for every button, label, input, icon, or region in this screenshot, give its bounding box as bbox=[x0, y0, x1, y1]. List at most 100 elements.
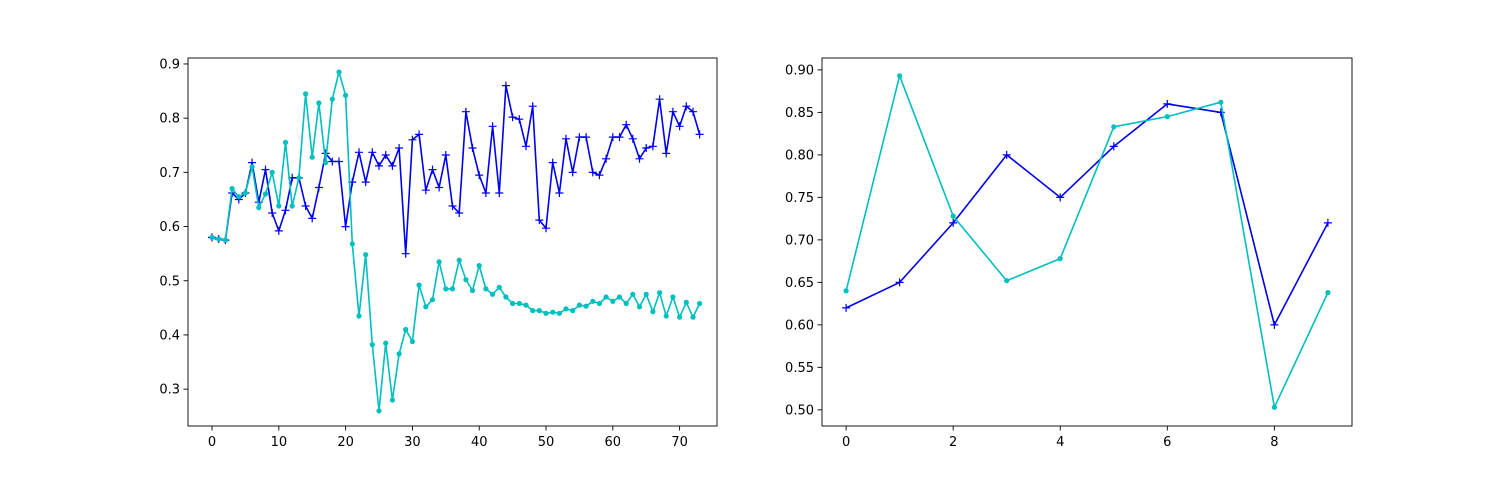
left-series-1-point bbox=[455, 209, 464, 217]
left-series-2-point bbox=[583, 303, 589, 309]
left-series-1-point bbox=[261, 165, 270, 174]
left-series-1-point bbox=[415, 130, 424, 139]
left-series-1-point bbox=[548, 158, 557, 167]
left-series-1-point bbox=[515, 115, 524, 124]
left-series-1-point bbox=[668, 107, 677, 116]
right-x-tick-label: 8 bbox=[1270, 435, 1278, 450]
left-series-1-point bbox=[689, 107, 697, 116]
left-series-1-point bbox=[562, 134, 570, 143]
left-series-2-point bbox=[389, 397, 395, 403]
left-series-1-point bbox=[655, 95, 664, 104]
left-series-2-point bbox=[483, 286, 489, 292]
left-series-2-point bbox=[463, 277, 469, 283]
left-series-1-point bbox=[628, 134, 637, 143]
left-series-1-point bbox=[421, 186, 430, 195]
left-series-2-point bbox=[323, 160, 329, 166]
left-series-1-point bbox=[268, 209, 277, 217]
left-series-2-point bbox=[449, 286, 456, 292]
right-x-tick-label: 2 bbox=[949, 435, 957, 450]
right-series-2-point bbox=[1004, 278, 1010, 284]
right-series-2-point bbox=[950, 213, 956, 219]
left-series-2-point bbox=[329, 96, 335, 102]
left-series-2-point bbox=[590, 298, 596, 304]
left-series-1-point bbox=[695, 130, 704, 139]
right-y-tick-label: 0.75 bbox=[785, 191, 814, 206]
right-x-tick-label: 4 bbox=[1056, 435, 1064, 450]
right-y-tick-label: 0.60 bbox=[785, 318, 814, 333]
left-series-2-point bbox=[376, 408, 382, 414]
left-series-2-point bbox=[363, 252, 369, 258]
left-series-2-point bbox=[650, 309, 656, 315]
left-series-2-point bbox=[603, 294, 609, 300]
right-series-1-line bbox=[845, 103, 1329, 326]
left-series-2-point bbox=[336, 69, 342, 75]
left-series-1-point bbox=[301, 202, 310, 210]
left-series-2-point bbox=[469, 287, 476, 294]
left-y-tick-label: 0.5 bbox=[159, 274, 180, 289]
left-series-1-point bbox=[588, 168, 597, 177]
left-y-tick-label: 0.4 bbox=[159, 328, 180, 343]
right-y-tick-label: 0.65 bbox=[785, 276, 814, 291]
left-series-1-point bbox=[475, 171, 484, 180]
left-series-2-point bbox=[530, 308, 536, 314]
right-series-2-line bbox=[845, 75, 1329, 409]
left-series-2-point bbox=[369, 342, 375, 348]
left-series-2-point bbox=[490, 291, 496, 297]
right-series-1-point bbox=[1270, 320, 1279, 329]
left-series-2-point bbox=[697, 300, 703, 307]
left-x-tick-label: 10 bbox=[271, 435, 288, 450]
left-series-2-point bbox=[550, 309, 556, 315]
left-x-tick-label: 70 bbox=[671, 435, 688, 450]
left-series-2-point bbox=[416, 282, 422, 288]
right-series-1-point bbox=[1163, 99, 1172, 108]
right-y-tick-label: 0.90 bbox=[785, 63, 814, 78]
left-series-2-point bbox=[316, 100, 322, 106]
left-series-1-point bbox=[281, 206, 290, 215]
right-axes-frame bbox=[821, 57, 1353, 427]
left-series-1-point bbox=[335, 157, 343, 166]
left-series-1-point bbox=[435, 183, 444, 192]
left-series-2-point bbox=[409, 338, 415, 345]
left-series-2-point bbox=[576, 302, 583, 308]
right-series-2-point bbox=[1057, 256, 1063, 262]
left-series-2-point bbox=[596, 300, 603, 307]
left-series-2-point bbox=[229, 186, 235, 192]
left-series-2-point bbox=[249, 164, 255, 170]
left-series-2-point bbox=[349, 241, 355, 247]
left-series-2-point bbox=[296, 175, 302, 181]
left-series-1-point bbox=[582, 133, 591, 142]
left-series-2-point bbox=[443, 286, 449, 292]
left-series-2-point bbox=[216, 236, 222, 242]
left-series-1-point bbox=[448, 202, 457, 210]
left-series-1-point bbox=[568, 168, 577, 177]
right-series-2-point bbox=[843, 288, 849, 294]
left-series-2-point bbox=[570, 308, 576, 314]
left-series-1-point bbox=[555, 189, 564, 197]
left-series-2-point bbox=[456, 257, 462, 263]
left-series-2-point bbox=[403, 326, 409, 333]
left-x-tick-label: 0 bbox=[208, 435, 216, 450]
right-series-2-point bbox=[897, 73, 903, 79]
left-series-2-point bbox=[343, 92, 349, 98]
left-series-2-point bbox=[683, 299, 689, 305]
left-series-1-point bbox=[328, 157, 337, 166]
right-series-2-point bbox=[1164, 114, 1170, 120]
left-series-1-point bbox=[401, 249, 410, 258]
left-series-2-point bbox=[476, 263, 482, 269]
right-series-2-point bbox=[1325, 290, 1331, 296]
left-series-2-point bbox=[657, 290, 663, 296]
left-series-1-point bbox=[528, 102, 537, 111]
left-series-2-point bbox=[236, 194, 242, 200]
right-y-tick-label: 0.50 bbox=[785, 403, 814, 418]
left-y-tick-label: 0.9 bbox=[159, 57, 180, 72]
left-series-2-point bbox=[630, 291, 636, 297]
left-series-1-point bbox=[575, 133, 584, 142]
right-series-1-point bbox=[1109, 142, 1118, 151]
left-x-tick-label: 50 bbox=[538, 435, 555, 450]
left-series-2-point bbox=[616, 294, 623, 300]
left-x-tick-label: 60 bbox=[605, 435, 622, 450]
left-series-2-point bbox=[429, 297, 436, 303]
left-x-tick-label: 30 bbox=[404, 435, 421, 450]
left-series-1-point bbox=[481, 189, 490, 197]
left-axes-frame bbox=[187, 57, 718, 427]
